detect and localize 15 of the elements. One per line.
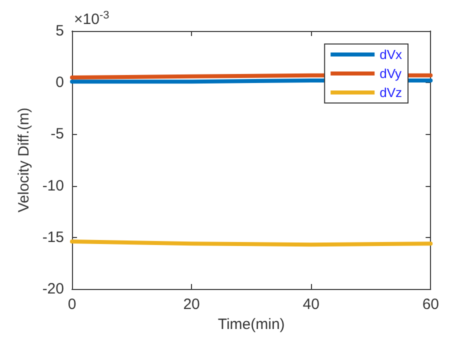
y-tick-label: -10 (42, 177, 64, 194)
legend-label: dVy (380, 66, 402, 81)
y-tick-label: -5 (50, 126, 64, 143)
y-tick-label: -20 (42, 280, 64, 298)
legend-label: dVx (380, 47, 402, 62)
x-axis-title: Time(min) (218, 316, 285, 333)
y-axis-title: Velocity Diff.(m) (15, 108, 32, 212)
x-tick-label: 20 (183, 296, 200, 313)
x-tick-label: 60 (422, 296, 439, 313)
legend-label: dVz (380, 85, 402, 100)
x-tick-label: 0 (68, 296, 76, 313)
y-tick-label: 0 (56, 74, 64, 92)
y-tick-label: -15 (42, 228, 64, 246)
y-tick-label: 5 (56, 22, 64, 40)
x-tick-label: 40 (302, 296, 320, 313)
